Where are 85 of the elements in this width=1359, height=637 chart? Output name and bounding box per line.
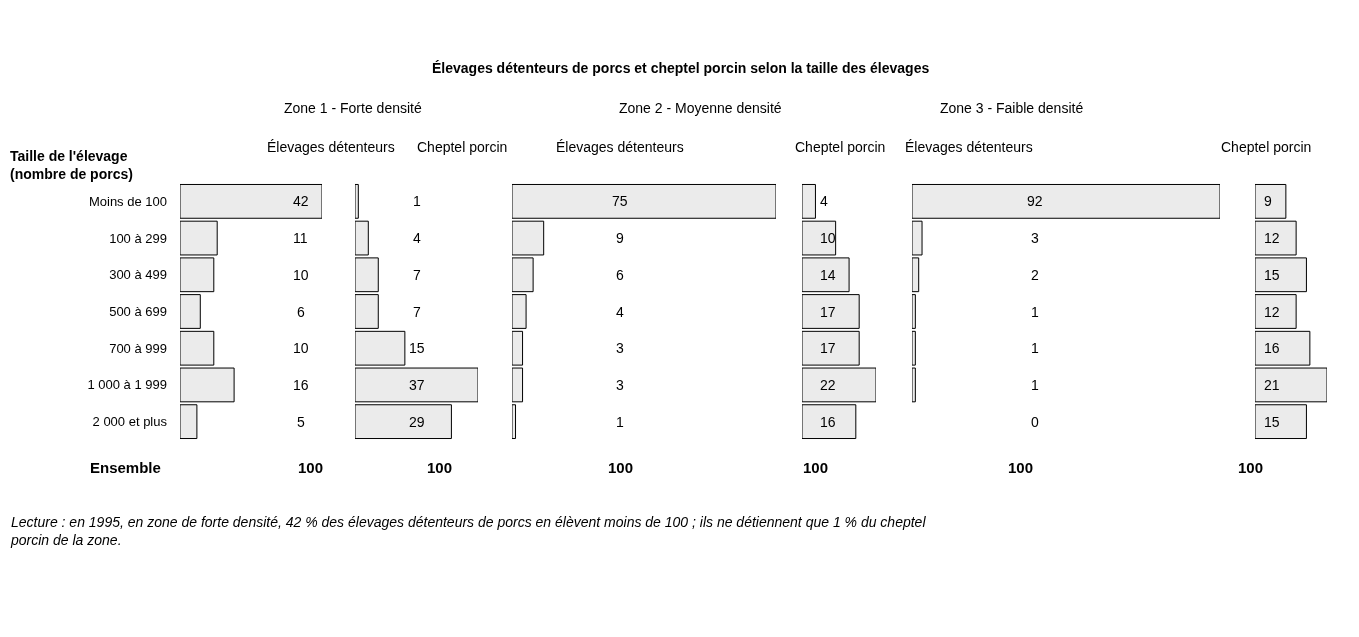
- text: 100: [608, 459, 634, 476]
- data-label: 4: [413, 230, 421, 246]
- data-label: 5: [297, 414, 305, 430]
- data-label: 17: [820, 304, 836, 320]
- data-label: 12: [1264, 304, 1280, 320]
- bar: [1255, 183, 1287, 219]
- y-tick-label: 100 à 299: [109, 230, 167, 246]
- data-label: 11: [293, 230, 308, 246]
- bar: [355, 183, 359, 219]
- y-tick-label: 1 000 à 1 999: [87, 377, 167, 393]
- text: Zone 1 - Forte densité: [284, 100, 422, 116]
- bar: [180, 294, 201, 329]
- data-label: 9: [616, 230, 624, 246]
- data-label: 21: [1264, 377, 1280, 393]
- bar: [912, 183, 1220, 219]
- data-label: 14: [820, 267, 836, 283]
- data-label: 12: [1264, 230, 1280, 246]
- data-label: 3: [1031, 230, 1039, 246]
- data-label: 4: [616, 304, 624, 320]
- text: Lecture : en 1995, en zone de forte densité, 42 % des élevages détenteurs de porcs en élèvent moins de 100 ; ils ne détiennent que 1 % du cheptel porcin de la zone.: [10, 514, 927, 549]
- text: 100: [1238, 459, 1264, 476]
- bar: [802, 183, 816, 219]
- bar: [1255, 294, 1297, 329]
- data-label: 0: [1031, 414, 1039, 430]
- data-label: 37: [409, 377, 425, 393]
- data-label: 3: [616, 377, 624, 393]
- bar: [512, 183, 776, 219]
- bar: [355, 404, 452, 440]
- data-label: 6: [297, 304, 305, 320]
- x-axis-title: Élevages détenteurs: [556, 139, 684, 155]
- x-axis-title: Élevages détenteurs: [905, 139, 1033, 155]
- data-label: 2: [1031, 267, 1039, 283]
- y-tick-label: Moins de 100: [88, 193, 167, 209]
- bar: [355, 294, 379, 329]
- text: Ensemble: [90, 459, 161, 476]
- data-label: 15: [409, 340, 425, 356]
- x-axis-title: Cheptel porcin: [795, 139, 886, 155]
- bar: [180, 183, 322, 219]
- y-tick-label: 500 à 699: [109, 304, 167, 320]
- data-label: 16: [1264, 340, 1280, 356]
- data-label: 75: [612, 193, 628, 209]
- data-label: 7: [413, 304, 421, 320]
- data-label: 1: [1031, 340, 1039, 356]
- y-tick-label: 2 000 et plus: [92, 414, 168, 430]
- bar: [802, 404, 857, 440]
- data-label: 10: [293, 340, 309, 356]
- bar: [1255, 404, 1307, 440]
- data-label: 15: [1264, 267, 1280, 283]
- data-label: 1: [1031, 377, 1039, 393]
- data-label: 15: [1264, 414, 1280, 430]
- bar: [802, 294, 860, 329]
- text: 100: [803, 459, 829, 476]
- data-label: 6: [616, 267, 624, 283]
- bar: [512, 294, 527, 329]
- data-label: 16: [293, 377, 309, 393]
- data-label: 1: [1031, 304, 1039, 320]
- x-axis-title: Élevages détenteurs: [267, 139, 395, 155]
- data-label: 4: [820, 193, 828, 209]
- data-label: 7: [413, 267, 421, 283]
- text: 100: [427, 459, 453, 476]
- data-label: 1: [413, 193, 421, 209]
- y-tick-label: 700 à 999: [109, 340, 167, 356]
- x-axis-title: Cheptel porcin: [1221, 139, 1312, 155]
- data-label: 42: [293, 193, 309, 209]
- bar: [512, 404, 517, 440]
- text: 100: [298, 459, 324, 476]
- chart-subtitle: Zone 2 - Moyenne densité: [619, 100, 782, 116]
- chart-subtitle: Zone 3 - Faible densité: [940, 100, 1084, 116]
- data-label: 22: [820, 377, 836, 393]
- data-label: 9: [1264, 193, 1272, 209]
- data-label: 17: [820, 340, 836, 356]
- data-label: 29: [409, 414, 425, 430]
- bar: [912, 294, 916, 329]
- bar: [180, 404, 198, 440]
- data-label: 3: [616, 340, 624, 356]
- y-axis-title: Taille de l'élevage (nombre de porcs): [10, 148, 133, 183]
- data-label: 16: [820, 414, 836, 430]
- data-label: 10: [820, 230, 836, 246]
- text: 100: [1008, 459, 1034, 476]
- y-tick-label: 300 à 499: [109, 267, 167, 283]
- x-axis-title: Cheptel porcin: [417, 139, 508, 155]
- data-label: 92: [1027, 193, 1043, 209]
- data-label: 10: [293, 267, 309, 283]
- data-label: 1: [616, 414, 624, 430]
- chart-title: Élevages détenteurs de porcs et cheptel porcin selon la taille des élevages: [432, 60, 930, 76]
